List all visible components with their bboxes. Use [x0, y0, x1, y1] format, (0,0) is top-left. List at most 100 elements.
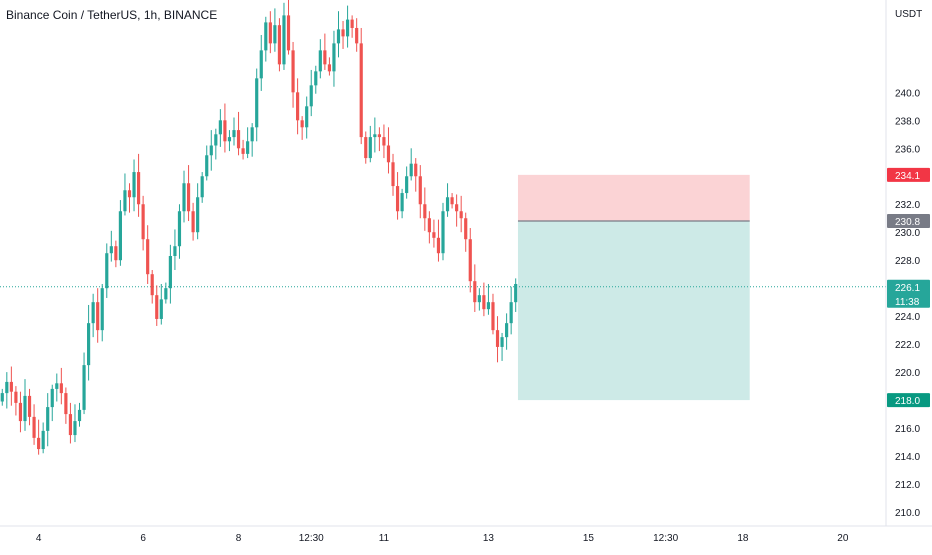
candle-body — [300, 120, 304, 128]
candle-body — [77, 409, 82, 422]
y-tick-label: 210.0 — [895, 508, 920, 519]
x-tick-label: 20 — [837, 533, 849, 544]
candle-body — [305, 106, 309, 128]
risk-zone — [517, 174, 750, 222]
candle-body — [91, 302, 95, 324]
candle-body — [309, 85, 313, 107]
candle-body — [468, 239, 472, 282]
y-tick-label: 212.0 — [895, 480, 920, 491]
candle-body — [486, 302, 491, 310]
x-tick-label: 12:30 — [653, 533, 678, 544]
candle-body — [250, 127, 254, 142]
candle-body — [423, 204, 427, 219]
y-tick-label: 222.0 — [895, 340, 920, 351]
x-tick-label: 11 — [379, 533, 390, 544]
candle-body — [441, 211, 445, 254]
candle-body — [214, 134, 218, 146]
candle-body — [359, 43, 363, 138]
candle-body — [146, 239, 150, 275]
candle-body — [32, 416, 36, 438]
candle-body — [132, 172, 136, 198]
candle-body — [355, 27, 359, 44]
candle-body — [191, 211, 195, 233]
y-tick-label: 214.0 — [895, 452, 920, 463]
candle-body — [482, 295, 486, 310]
candle-body — [87, 323, 91, 366]
candle-body — [314, 71, 318, 86]
candle-body — [159, 299, 163, 319]
candle-body — [59, 383, 63, 394]
candle-body — [509, 302, 513, 324]
candle-body — [100, 288, 104, 331]
candle-body — [123, 190, 127, 212]
current-price-countdown: 11:38 — [895, 297, 920, 308]
candle-body — [459, 211, 463, 219]
entry-value: 230.8 — [895, 217, 920, 228]
candle-body — [395, 186, 400, 212]
x-tick-label: 18 — [737, 533, 749, 544]
candle-body — [0, 393, 4, 402]
candle-body — [218, 120, 222, 135]
candle-body — [50, 388, 54, 408]
candle-body — [436, 237, 441, 254]
candle-body — [418, 176, 422, 205]
candle-body — [136, 172, 141, 205]
candle-body — [382, 137, 386, 146]
candle-body — [332, 43, 336, 72]
candle-body — [364, 137, 368, 159]
candle-body — [414, 163, 418, 177]
entry-badge — [887, 214, 930, 229]
candle-body — [409, 163, 413, 177]
candle-body — [205, 155, 209, 177]
candle-body — [341, 29, 345, 37]
candle-body — [236, 130, 241, 149]
candle-body — [277, 25, 282, 65]
x-tick-label: 12:30 — [299, 533, 324, 544]
candle-body — [186, 183, 191, 212]
candle-body — [223, 120, 227, 142]
candle-body — [432, 232, 436, 238]
candle-body — [259, 50, 263, 79]
candle-body — [46, 407, 50, 431]
candle-body — [232, 130, 236, 138]
candle-body — [14, 391, 18, 403]
candle-body — [5, 381, 9, 394]
candle-body — [445, 197, 450, 212]
candle-body — [173, 246, 177, 257]
candle-body — [109, 246, 113, 254]
candle-body — [18, 402, 23, 422]
take-profit-badge — [887, 393, 930, 408]
candle-body — [477, 295, 481, 303]
candle-body — [427, 218, 431, 233]
candle-body — [68, 414, 73, 436]
candle-body — [82, 365, 86, 410]
x-tick-label: 6 — [140, 533, 146, 544]
y-tick-label: 228.0 — [895, 256, 920, 267]
candle-body — [150, 274, 154, 296]
candle-body — [391, 162, 395, 187]
candle-body — [96, 302, 100, 331]
candle-body — [73, 421, 77, 436]
y-tick-label: 238.0 — [895, 116, 920, 127]
y-tick-label: 230.0 — [895, 228, 920, 239]
x-tick-label: 8 — [236, 533, 242, 544]
candle-body — [55, 383, 59, 389]
current-price-badge — [887, 279, 930, 308]
candle-body — [386, 145, 391, 163]
candle-body — [227, 137, 232, 142]
stop-loss-badge — [887, 167, 930, 182]
candle-body — [209, 145, 213, 156]
candle-body — [368, 137, 372, 159]
candle-body — [200, 176, 204, 198]
candle-body — [168, 256, 172, 289]
candle-body — [23, 395, 27, 422]
candle-body — [495, 330, 500, 347]
candle-body — [464, 218, 468, 240]
y-tick-label: 232.0 — [895, 200, 920, 211]
candle-body — [127, 190, 132, 198]
x-tick-label: 4 — [36, 533, 42, 544]
candle-body — [196, 197, 200, 233]
candle-body — [514, 283, 518, 303]
